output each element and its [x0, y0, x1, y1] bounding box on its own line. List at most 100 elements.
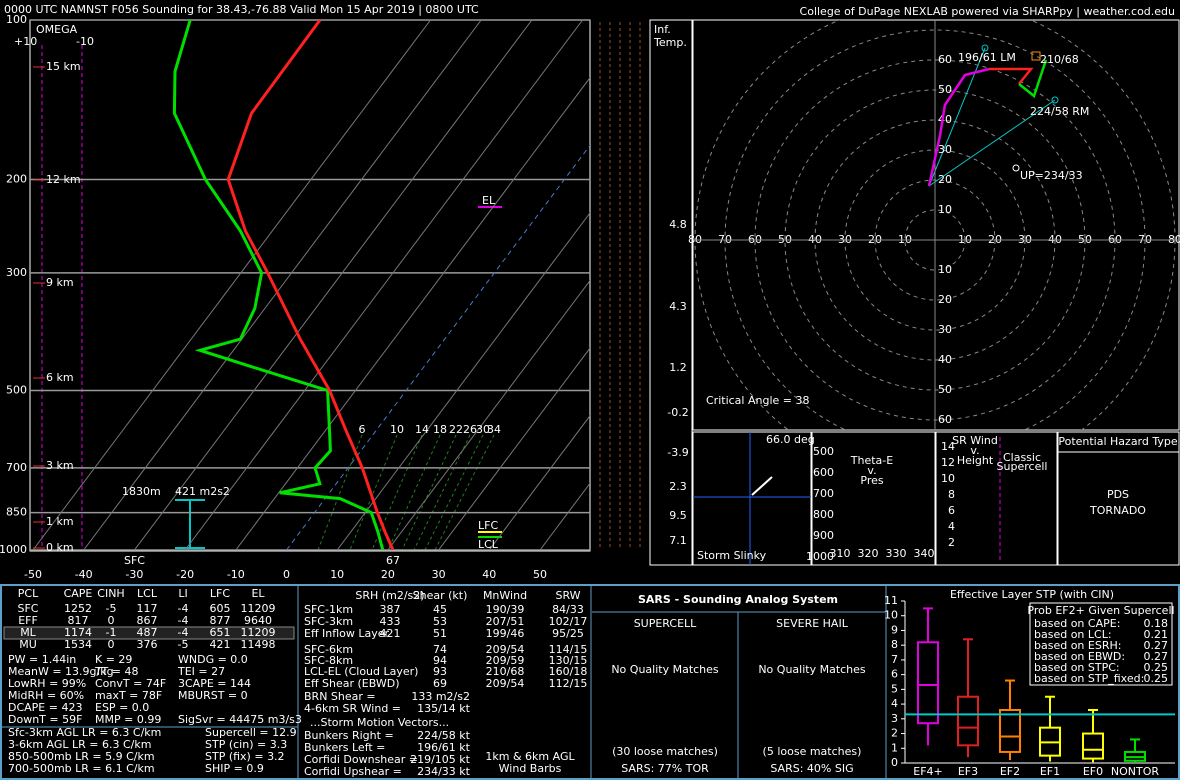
isotherm — [488, 414, 590, 550]
parcel-cell: EFF — [18, 614, 38, 627]
stp-tick-label: 11 — [884, 594, 898, 607]
prob-label: based on CAPE: — [1034, 617, 1120, 630]
parcel-header: LI — [178, 587, 187, 600]
hodo-trace — [1018, 59, 1048, 99]
parcel-header: CAPE — [64, 587, 93, 600]
srwind-ytick: 12 — [941, 456, 955, 469]
hodo-lm: 196/61 LM — [958, 51, 1016, 64]
index-value: ESP = 0.0 — [95, 701, 149, 714]
stp-tick-label: 6 — [891, 668, 898, 681]
parcel-cell: SFC — [18, 602, 39, 615]
pressure-tick-label: 500 — [6, 383, 27, 396]
isotherm — [133, 20, 533, 550]
mixing-ratio-label: 22 — [449, 423, 463, 436]
pressure-tick-label: 850 — [6, 506, 27, 519]
hodo-label: 20 — [938, 173, 952, 186]
kin-value: 207/51 — [486, 615, 525, 628]
mixing-ratio-label: 34 — [487, 423, 501, 436]
parcel-cell: 11498 — [241, 638, 276, 651]
srwind-frame — [935, 431, 1058, 566]
stp-category: NONTOR — [1111, 765, 1159, 778]
stp-box — [999, 708, 1021, 753]
hodo-label: 40 — [938, 353, 952, 366]
bottom-frame — [0, 584, 1180, 780]
slinky-title: Storm Slinky — [697, 549, 767, 562]
parcel-cell: -4 — [178, 626, 189, 639]
hodo-label: 10 — [938, 203, 952, 216]
slinky-vector — [751, 476, 773, 496]
temp-tick-label: 0 — [283, 568, 290, 581]
omega-title: OMEGA — [36, 23, 78, 36]
index-value: MeanW = 13.9g/kg — [8, 665, 114, 678]
temperature-line — [226, 20, 395, 550]
kin-label: BRN Shear = — [304, 690, 376, 703]
temp-tick-label: -50 — [24, 568, 42, 581]
sfc-label: SFC — [124, 554, 145, 567]
hazard-value: TORNADO — [1089, 504, 1146, 517]
stp-tick-label: 7 — [891, 653, 898, 666]
kin-value: 199/46 — [486, 627, 525, 640]
critical-angle: Critical Angle = 38 — [706, 394, 809, 407]
kin-label: 4-6km SR Wind = — [304, 702, 401, 715]
srwind-note: Classic — [1003, 451, 1041, 464]
sars-section: SUPERCELL — [634, 617, 697, 630]
slinky-angle: 66.0 deg — [766, 433, 815, 446]
motion-value: 219/105 kt — [410, 753, 471, 766]
kin-header: SRH (m2/s2) — [355, 589, 424, 602]
hodograph-frame — [692, 19, 1180, 431]
hazard-title: Potential Hazard Type — [1058, 435, 1178, 448]
motion-value: 196/61 kt — [417, 741, 471, 754]
mixing-ratio-label: 26 — [463, 423, 477, 436]
kin-header: MnWind — [483, 589, 527, 602]
height-label: 0 km — [46, 541, 74, 554]
kin-value: 209/59 — [486, 654, 525, 667]
kin-label: SFC-3km — [304, 615, 353, 628]
kin-value: 45 — [433, 603, 447, 616]
barb-note: Wind Barbs — [499, 762, 562, 775]
hazard-frame — [1057, 431, 1180, 566]
parcel-cell: 11209 — [241, 602, 276, 615]
prob-value: 0.25 — [1144, 672, 1169, 685]
stp-tick-label: 5 — [891, 682, 898, 695]
inferred-title: Inf. — [654, 23, 671, 36]
thetae-xtick: 330 — [886, 547, 907, 560]
index-value: MBURST = 0 — [178, 689, 248, 702]
inferred-value: -3.9 — [667, 446, 688, 459]
prob-label: based on LCL: — [1034, 628, 1112, 641]
hodo-label: 40 — [938, 113, 952, 126]
index-value: SigSvr = 44475 m3/s3 — [178, 713, 302, 726]
credit: College of DuPage NEXLAB powered via SHA… — [800, 5, 1175, 18]
thetae-frame — [811, 431, 936, 566]
barb-guides — [599, 22, 641, 548]
kin-value: 210/68 — [486, 665, 525, 678]
hodo-up: UP=234/33 — [1020, 169, 1083, 182]
parcel-cell: 9640 — [244, 614, 272, 627]
stp-tick-label: 1 — [891, 741, 898, 754]
prob-title: Prob EF2+ Given Supercell — [1027, 604, 1174, 617]
index-value: WNDG = 0.0 — [178, 653, 248, 666]
mixing-ratio-label: 18 — [433, 423, 447, 436]
kin-value: 69 — [433, 677, 447, 690]
index-value: TT = 48 — [94, 665, 138, 678]
thetae-xtick: 340 — [914, 547, 935, 560]
sars-section: SEVERE HAIL — [776, 617, 849, 630]
stp-tick-label: 9 — [891, 623, 898, 636]
temp-tick-label: 20 — [381, 568, 395, 581]
composite-index: SHIP = 0.9 — [205, 762, 264, 775]
temp-tick-label: -40 — [75, 568, 93, 581]
prob-value: 0.27 — [1144, 639, 1169, 652]
motion-value: 224/58 kt — [417, 729, 471, 742]
isotherm — [32, 20, 431, 550]
kin-value: 93 — [433, 665, 447, 678]
parcel-cell: 1252 — [64, 602, 92, 615]
kin-value: 209/54 — [486, 677, 525, 690]
hodo-rm: 224/58 RM — [1030, 105, 1089, 118]
kin-value: 387 — [380, 603, 401, 616]
height-label: 1 km — [46, 515, 74, 528]
parcel-header: EL — [251, 587, 265, 600]
parcel-cell: -4 — [178, 614, 189, 627]
eff-layer-bracket — [175, 499, 205, 549]
hodo-up-marker — [1012, 164, 1020, 172]
temp-tick-label: -10 — [227, 568, 245, 581]
parcel-cell: 421 — [210, 638, 231, 651]
